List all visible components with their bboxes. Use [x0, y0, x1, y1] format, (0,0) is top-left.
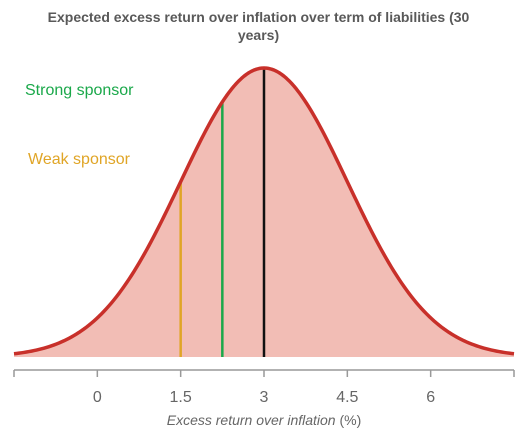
x-tick-label: 3: [260, 389, 269, 406]
x-axis-label-unit: (%): [339, 412, 361, 428]
x-axis-label: Excess return over inflation (%): [167, 412, 362, 428]
x-tick-label: 6: [426, 389, 435, 406]
x-axis-label-text: Excess return over inflation: [167, 412, 336, 428]
marker-label: Strong sponsor: [25, 82, 134, 99]
x-tick-label: 4.5: [336, 389, 358, 406]
marker-label: Weak sponsor: [28, 151, 131, 168]
x-tick-label: 1.5: [170, 389, 192, 406]
curve-line: [13, 66, 515, 356]
chart-title: Expected excess return over inflation ov…: [47, 9, 470, 43]
x-tick-label: 0: [93, 389, 102, 406]
